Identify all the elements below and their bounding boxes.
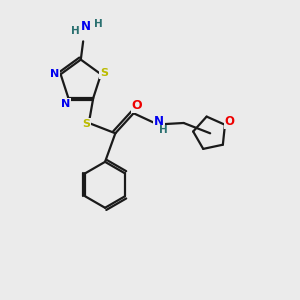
Text: H: H bbox=[159, 125, 168, 135]
Text: S: S bbox=[82, 118, 91, 129]
Text: H: H bbox=[70, 26, 79, 36]
Text: O: O bbox=[224, 115, 234, 128]
Text: H: H bbox=[94, 19, 102, 29]
Text: O: O bbox=[132, 99, 142, 112]
Text: N: N bbox=[50, 69, 59, 79]
Text: N: N bbox=[154, 115, 164, 128]
Text: N: N bbox=[81, 20, 91, 32]
Text: S: S bbox=[100, 68, 108, 78]
Text: N: N bbox=[61, 99, 70, 109]
